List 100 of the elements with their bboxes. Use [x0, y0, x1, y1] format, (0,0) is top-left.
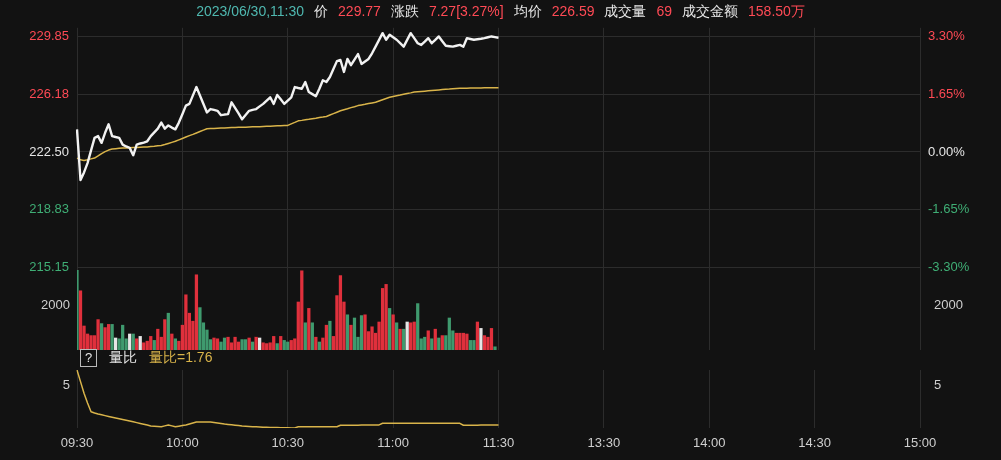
x-tick-label: 10:00	[166, 435, 199, 451]
annotation: 量比=1.76	[149, 349, 213, 367]
bar	[240, 339, 244, 350]
bar	[78, 290, 83, 350]
bar	[310, 322, 314, 350]
text: 226.59	[551, 3, 595, 19]
x-tick-label: 13:30	[587, 435, 621, 451]
bar	[395, 322, 399, 350]
bar	[103, 327, 107, 350]
bar	[384, 284, 388, 350]
bar	[170, 333, 174, 350]
bar	[222, 337, 227, 350]
text: 2000	[41, 297, 70, 312]
bar	[261, 342, 265, 350]
bar	[275, 343, 279, 350]
bar	[233, 336, 237, 350]
text: 7.27[3.27%]	[428, 3, 504, 19]
text: 成交金额	[682, 3, 739, 19]
x-tick-label: 14:00	[692, 435, 726, 451]
text: 涨跌	[390, 3, 419, 19]
bar	[307, 308, 311, 350]
bar	[489, 328, 494, 350]
bar	[152, 340, 156, 350]
y2-tick-label: 0.00%	[928, 143, 966, 159]
bar	[412, 321, 416, 350]
bar	[370, 326, 374, 350]
bar	[465, 333, 469, 350]
bar	[423, 336, 427, 350]
y-tick-label: 218.83	[29, 201, 69, 217]
bar	[272, 336, 276, 350]
x-tick-label: 09:30	[60, 435, 94, 451]
bar	[328, 320, 332, 350]
y2-tick-label: -3.30%	[928, 258, 970, 274]
bar	[156, 328, 160, 350]
bar	[416, 303, 420, 350]
bar	[219, 341, 223, 350]
bar	[145, 340, 149, 350]
bar	[493, 346, 497, 350]
bar	[149, 336, 153, 350]
bar	[279, 336, 283, 350]
text: 2023/06/30,11:30	[196, 3, 305, 19]
y-tick-label: 215.15	[29, 259, 69, 275]
bar	[96, 319, 100, 350]
bar	[349, 324, 353, 350]
bar	[387, 308, 392, 350]
bar	[359, 315, 364, 350]
bar	[479, 328, 483, 350]
chart-title: 量比	[109, 349, 137, 367]
x-tick-label: 14:30	[798, 435, 831, 451]
bar	[194, 274, 199, 350]
y2-tick-label: 1.65%	[928, 85, 966, 101]
bar	[352, 317, 357, 350]
text: 158.50万	[748, 3, 805, 19]
y2-tick-label: -1.65%	[928, 201, 970, 217]
x-tick-label: 11:00	[377, 435, 409, 451]
bar	[163, 319, 167, 350]
bar	[482, 335, 487, 350]
bar	[426, 330, 430, 350]
bar	[461, 332, 466, 350]
bar	[433, 328, 437, 350]
text: 2000	[934, 297, 963, 312]
text: 5	[934, 377, 942, 392]
bar	[447, 317, 451, 350]
bar	[258, 337, 262, 350]
y-tick-label: 226.18	[29, 85, 69, 101]
x-tick-label: 11:30	[482, 435, 515, 451]
bar	[121, 324, 125, 350]
text: 均价	[513, 3, 542, 19]
bar	[212, 337, 216, 350]
bar	[265, 343, 269, 350]
bar	[173, 338, 177, 350]
bar	[106, 324, 111, 350]
bar	[391, 314, 395, 350]
bar	[398, 328, 402, 350]
bar	[184, 294, 188, 350]
bar	[300, 270, 304, 350]
bar	[363, 314, 367, 350]
text: 69	[656, 3, 673, 19]
bar	[198, 307, 202, 350]
bar	[402, 328, 406, 350]
bar	[247, 337, 251, 350]
bar	[468, 340, 473, 350]
bar	[458, 332, 462, 350]
bar	[215, 338, 220, 350]
bar	[345, 314, 350, 350]
bar	[430, 338, 434, 350]
bar	[338, 275, 343, 350]
bar	[405, 321, 409, 350]
text: 229.77	[338, 3, 381, 19]
bar	[243, 339, 248, 350]
bar	[166, 312, 170, 350]
y2-tick-label: 3.30%	[928, 28, 966, 44]
bar	[324, 324, 329, 350]
bar	[472, 340, 476, 350]
bar	[254, 336, 258, 350]
bar	[282, 340, 286, 350]
bar	[475, 321, 480, 350]
text: 成交量	[604, 3, 647, 19]
y-tick-label: 222.50	[29, 143, 69, 159]
help-icon: ?	[80, 349, 97, 367]
